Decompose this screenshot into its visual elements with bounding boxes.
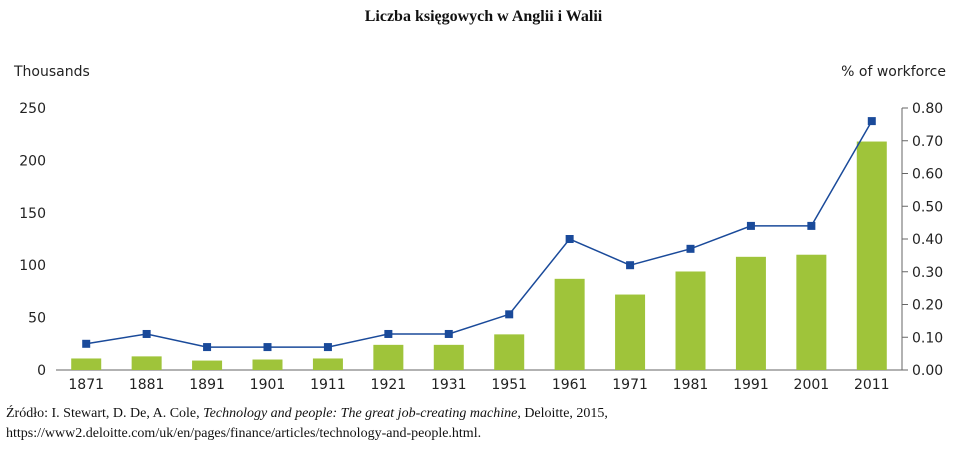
right-axis: 0.00 0.10 0.20 0.30 0.40 0.50 0.60 0.70 0.80: [902, 101, 943, 379]
bar: [615, 294, 646, 370]
x-tick-label: 1981: [673, 377, 709, 393]
left-tick-label: 50: [28, 311, 46, 327]
x-tick-label: 1961: [552, 377, 588, 393]
bar: [554, 278, 585, 370]
line-point: [323, 343, 332, 352]
right-tick-label: 0.60: [912, 167, 943, 183]
x-tick-label: 1991: [733, 377, 769, 393]
bar: [856, 141, 887, 370]
bar: [796, 254, 827, 370]
left-tick-label: 200: [19, 153, 46, 169]
right-tick-label: 0.70: [912, 134, 943, 150]
source-note: Źródło: I. Stewart, D. De, A. Cole, Tech…: [6, 404, 961, 444]
line-point: [82, 339, 91, 348]
line-point: [444, 329, 453, 338]
left-tick-label: 250: [19, 101, 46, 117]
right-tick-label: 0.80: [912, 101, 943, 117]
x-tick-label: 1881: [129, 377, 165, 393]
x-tick-label: 1901: [250, 377, 286, 393]
x-tick-label: 1921: [371, 377, 407, 393]
left-axis-label: Thousands: [13, 64, 90, 80]
right-tick-label: 0.30: [912, 265, 943, 281]
bar: [252, 359, 283, 370]
bar: [373, 344, 404, 370]
left-tick-label: 100: [19, 258, 46, 274]
source-title: Technology and people: The great job-cre…: [203, 406, 518, 421]
line-point: [626, 261, 635, 270]
line-point: [505, 310, 514, 319]
x-tick-label: 1931: [431, 377, 467, 393]
right-axis-label: % of workforce: [841, 64, 946, 80]
line-point: [384, 329, 393, 338]
line-point: [807, 221, 816, 230]
bar: [71, 358, 102, 370]
right-tick-label: 0.50: [912, 199, 943, 215]
right-tick-label: 0.20: [912, 298, 943, 314]
axes: [56, 108, 903, 371]
line-series: [82, 117, 876, 352]
x-tick-label: 1871: [68, 377, 104, 393]
left-tick-label: 0: [37, 363, 46, 379]
x-tick-label: 1951: [491, 377, 527, 393]
line-point: [142, 329, 151, 338]
line-point: [867, 117, 876, 126]
line-point: [686, 244, 695, 253]
bar: [675, 271, 706, 370]
line-point: [746, 221, 755, 230]
source-prefix: Źródło: I. Stewart, D. De, A. Cole,: [6, 406, 204, 421]
series-line: [86, 120, 873, 348]
left-tick-label: 150: [19, 206, 46, 222]
bar-series: [71, 141, 887, 370]
source-suffix: , Deloitte, 2015, https://www2.deloitte.…: [6, 406, 608, 441]
left-axis: 0 50 100 150 200 250: [19, 101, 46, 379]
right-tick-label: 0.40: [912, 232, 943, 248]
x-axis: 1871 1881 1891 1901 1911 1921 1931 1951 1961 1971…: [68, 377, 889, 393]
x-tick-label: 1911: [310, 377, 346, 393]
x-tick-label: 2001: [794, 377, 830, 393]
chart-title: Liczba księgowych w Anglii i Walii: [364, 8, 603, 25]
bar: [312, 358, 343, 370]
x-tick-label: 1891: [189, 377, 225, 393]
right-tick-label: 0.10: [912, 330, 943, 346]
right-tick-label: 0.00: [912, 363, 943, 379]
x-tick-label: 1971: [612, 377, 648, 393]
chart: Thousands % of workforce 1871 1881 1891 190…: [13, 64, 946, 393]
bar: [494, 334, 525, 370]
bar: [131, 356, 162, 370]
line-point: [263, 343, 272, 352]
bar: [735, 256, 766, 370]
line-point: [203, 343, 212, 352]
bar: [192, 360, 223, 370]
bar: [433, 344, 464, 370]
line-point: [565, 235, 574, 243]
x-tick-label: 2011: [854, 377, 890, 393]
